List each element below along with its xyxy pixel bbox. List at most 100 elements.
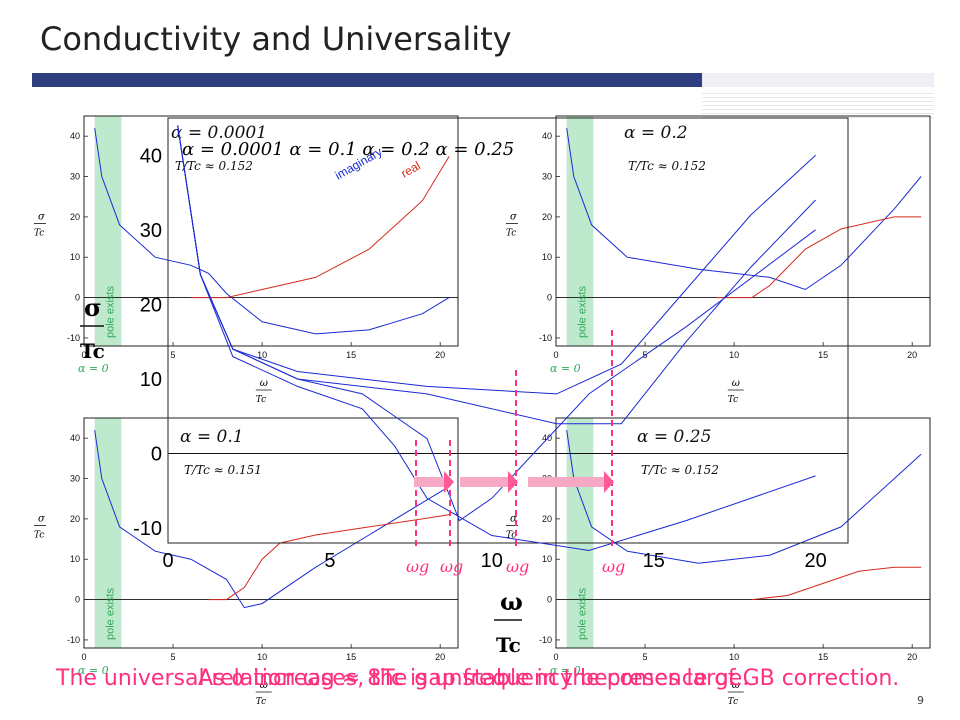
y-tick-label: 30 — [70, 172, 80, 182]
omega-g-label: ωg — [406, 557, 429, 576]
y-axis-label-num: σ — [38, 212, 46, 223]
slide-title: Conductivity and Universality — [40, 20, 512, 58]
y-tick-label: 10 — [70, 252, 80, 262]
x-tick-label: 10 — [729, 652, 739, 662]
y-tick-label: 30 — [70, 474, 80, 484]
series-imaginary — [566, 430, 922, 564]
combined-x-tick: 0 — [162, 550, 173, 572]
combined-legend: α = 0.0001 α = 0.1 α = 0.2 α = 0.25 — [182, 139, 514, 160]
x-tick-label: 15 — [346, 652, 356, 662]
y-tick-label: 10 — [70, 554, 80, 564]
y-tick-label: 0 — [547, 293, 552, 303]
combined-y-tick: 40 — [140, 145, 162, 167]
x-tick-label: 20 — [907, 350, 917, 360]
combined-series-2 — [177, 125, 816, 425]
pole-exists-label: pole exists — [105, 286, 117, 338]
gap-shift-arrow-head — [508, 471, 518, 493]
combined-x-tick: 20 — [804, 550, 826, 572]
y-tick-label: 20 — [542, 514, 552, 524]
y-tick-label: 30 — [542, 172, 552, 182]
pole-exists-label: pole exists — [577, 286, 589, 338]
panel-temp-label: T/Tc ≈ 0.152 — [641, 463, 719, 477]
y-axis-label-den: Tc — [34, 229, 44, 239]
x-axis-label-den: Tc — [256, 395, 266, 405]
y-axis-label-den: Tc — [34, 531, 44, 541]
panel-frame — [83, 115, 459, 347]
combined-series-1 — [177, 125, 816, 522]
y-tick-label: 0 — [547, 595, 552, 605]
y-tick-label: -10 — [539, 333, 552, 343]
caption-universal-relation: The universal relation ωg ≈ 8Tc is unsta… — [56, 666, 900, 691]
x-tick-label: 10 — [257, 350, 267, 360]
y-tick-label: 0 — [75, 293, 80, 303]
panel-alpha-label: α = 0.2 — [624, 123, 688, 143]
gap-shift-arrow-shaft — [528, 477, 604, 487]
pole-band — [94, 116, 122, 346]
y-tick-label: -10 — [67, 333, 80, 343]
combined-series-0 — [177, 125, 816, 552]
y-tick-label: -10 — [539, 635, 552, 645]
y-tick-label: 20 — [70, 212, 80, 222]
panel-alpha-label: α = 0.1 — [180, 427, 244, 447]
alpha-zero-label: α = 0 — [78, 362, 109, 375]
pole-exists-label: pole exists — [577, 588, 589, 640]
series-imaginary — [566, 128, 922, 291]
y-axis-label-num: σ — [510, 514, 518, 525]
combined-x-tick: 15 — [643, 550, 665, 572]
omega-g-label: ωg — [602, 557, 625, 576]
gap-shift-arrow-head — [444, 471, 454, 493]
panel-frame — [555, 115, 931, 347]
x-tick-label: 10 — [729, 350, 739, 360]
panel-alpha-label: α = 0.0001 — [171, 123, 267, 143]
title-accent-bar-light — [702, 73, 934, 87]
decorative-stripes — [702, 90, 934, 118]
y-tick-label: -10 — [67, 635, 80, 645]
combined-y-tick: 0 — [151, 444, 162, 466]
x-tick-label: 15 — [346, 350, 356, 360]
panel-temp-label: T/Tc ≈ 0.152 — [175, 159, 253, 173]
x-tick-label: 15 — [818, 350, 828, 360]
x-tick-label: 0 — [81, 350, 86, 360]
combined-y-label-num: σ — [84, 293, 102, 322]
gap-shift-arrow-shaft — [414, 477, 444, 487]
pole-exists-label: pole exists — [105, 588, 117, 640]
series-real — [751, 566, 922, 601]
gap-shift-arrow-shaft — [460, 477, 508, 487]
gap-shift-arrow-head — [604, 471, 614, 493]
pole-band — [566, 116, 594, 346]
panel-frame — [555, 417, 931, 649]
x-axis-label-den: Tc — [256, 697, 266, 707]
y-tick-label: 40 — [542, 131, 552, 141]
x-tick-label: 0 — [81, 652, 86, 662]
y-axis-label-den: Tc — [506, 531, 516, 541]
x-tick-label: 0 — [553, 652, 558, 662]
combined-y-tick: 10 — [140, 369, 162, 391]
panel-temp-label: T/Tc ≈ 0.151 — [184, 463, 262, 477]
combined-y-tick: 20 — [140, 294, 162, 316]
panel-alpha-label: α = 0.25 — [637, 427, 711, 447]
x-axis-label-den: Tc — [728, 395, 738, 405]
series-real — [716, 216, 922, 299]
combined-y-tick: -10 — [133, 518, 162, 540]
x-tick-label: 5 — [171, 652, 176, 662]
y-tick-label: 40 — [70, 433, 80, 443]
y-tick-label: 10 — [542, 554, 552, 564]
panel-temp-label: T/Tc ≈ 0.152 — [628, 159, 706, 173]
combined-x-label-den: Tc — [496, 633, 521, 657]
alpha-zero-label: α = 0 — [550, 362, 581, 375]
caption-gap-frequency: As α increases, the gap frequency become… — [198, 666, 750, 691]
y-tick-label: 40 — [542, 433, 552, 443]
combined-x-tick: 5 — [324, 550, 335, 572]
y-tick-label: 10 — [542, 252, 552, 262]
series-real — [190, 156, 450, 299]
y-axis-label-num: σ — [38, 514, 46, 525]
y-tick-label: 20 — [70, 514, 80, 524]
combined-y-label-den: Tc — [80, 339, 105, 363]
combined-series-3 — [177, 125, 816, 395]
combined-frame — [167, 117, 849, 544]
